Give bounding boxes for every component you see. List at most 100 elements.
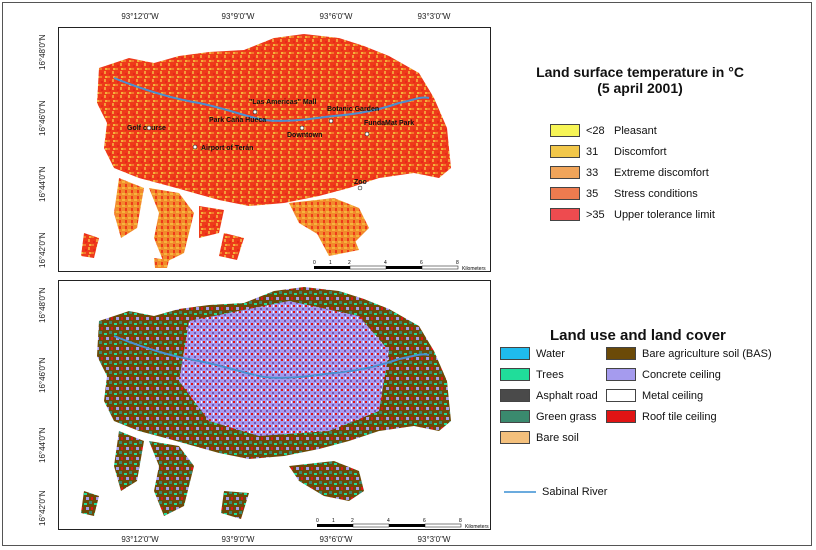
landuse-swatch — [606, 368, 636, 381]
river-line-icon — [504, 491, 536, 493]
landuse-legend-item: Bare soil — [500, 431, 579, 444]
scale-top-tick-1: 1 — [329, 260, 332, 266]
lat-label-top-1: 16°48'0"N — [38, 34, 47, 70]
lon-label-top-2: 93°9'0"W — [221, 12, 255, 21]
landuse-swatch — [500, 410, 530, 423]
lon-label-bottom-2: 93°9'0"W — [221, 535, 255, 544]
temperature-label: Upper tolerance limit — [614, 208, 715, 221]
landuse-legend-item: Water — [500, 347, 565, 360]
lat-label-bottom-2: 16°46'0"N — [38, 357, 47, 393]
landuse-map-svg: 0 1 2 4 6 8 Kilometers — [81, 287, 489, 530]
landuse-legend-item: Concrete ceiling — [606, 368, 721, 381]
temperature-map: Golf course Airport of Terán Park Caña H… — [58, 27, 491, 272]
landuse-legend-item: Asphalt road — [500, 389, 598, 402]
landuse-swatch — [606, 389, 636, 402]
temperature-legend-item: <28 Pleasant — [550, 124, 657, 137]
temperature-swatch — [550, 145, 580, 158]
temperature-label: Pleasant — [614, 124, 657, 137]
lon-label-top-1: 93°12'0"W — [121, 12, 159, 21]
place-downtown: Downtown — [287, 132, 322, 139]
lat-label-bottom-3: 16°44'0"N — [38, 427, 47, 463]
temperature-swatch — [550, 166, 580, 179]
scale-bottom-tick-4: 6 — [423, 518, 426, 524]
lat-label-top-2: 16°46'0"N — [38, 100, 47, 136]
scale-bar-bottom: 0 1 2 4 6 8 Kilometers — [316, 518, 489, 530]
lat-label-top-4: 16°42'0"N — [38, 232, 47, 268]
place-airport: Airport of Terán — [201, 145, 253, 152]
temperature-label: Extreme discomfort — [614, 166, 709, 179]
landuse-label: Asphalt road — [536, 389, 598, 402]
landuse-label: Trees — [536, 368, 564, 381]
scale-top-tick-0: 0 — [313, 260, 316, 266]
landuse-legend-item: Roof tile ceiling — [606, 410, 717, 423]
scale-top-tick-5: 8 — [456, 260, 459, 266]
temperature-legend-title: Land surface temperature in °C (5 april … — [515, 64, 765, 96]
temperature-value: 35 — [586, 187, 599, 200]
landuse-map: 0 1 2 4 6 8 Kilometers — [58, 280, 491, 530]
landuse-swatch — [500, 347, 530, 360]
place-zoo: Zoo — [354, 179, 367, 186]
sabinal-river-top — [113, 77, 430, 122]
temperature-swatch — [550, 208, 580, 221]
scale-bottom-tick-5: 8 — [459, 518, 462, 524]
place-park-cana-hueca: Park Caña Hueca — [209, 117, 266, 124]
landuse-swatch — [500, 368, 530, 381]
landuse-swatch — [500, 389, 530, 402]
lon-label-bottom-1: 93°12'0"W — [121, 535, 159, 544]
scale-top-unit: Kilometers — [462, 266, 486, 272]
temperature-legend-item: 31 Discomfort — [550, 145, 667, 158]
landuse-label: Roof tile ceiling — [642, 410, 717, 423]
lat-label-bottom-4: 16°42'0"N — [38, 490, 47, 526]
temperature-value: 31 — [586, 145, 599, 158]
landuse-label: Water — [536, 347, 565, 360]
sabinal-river-bottom — [113, 335, 430, 379]
landuse-legend-title: Land use and land cover — [550, 327, 726, 344]
scale-top-tick-2: 2 — [348, 260, 351, 266]
landuse-label: Green grass — [536, 410, 597, 423]
scale-top-tick-4: 6 — [420, 260, 423, 266]
place-golf-course: Golf course — [127, 125, 166, 132]
legend-item-river: Sabinal River — [504, 486, 607, 498]
temperature-value: 33 — [586, 166, 599, 179]
scale-bottom-unit: Kilometers — [465, 524, 489, 530]
temperature-legend-item: >35 Upper tolerance limit — [550, 208, 715, 221]
temperature-legend-title-line1: Land surface temperature in °C — [536, 64, 744, 80]
temperature-value: <28 — [586, 124, 605, 137]
landuse-label: Bare soil — [536, 431, 579, 444]
temperature-swatch — [550, 187, 580, 200]
place-fundamat-park: FundaMat Park — [364, 120, 414, 127]
landuse-swatch — [606, 410, 636, 423]
temperature-legend-item: 35 Stress conditions — [550, 187, 698, 200]
place-las-americas-mall: "Las Americas" Mall — [249, 99, 317, 106]
scale-bar-top: 0 1 2 4 6 8 Kilometers — [313, 260, 486, 272]
landuse-legend-item: Green grass — [500, 410, 597, 423]
landuse-urban-area — [81, 287, 451, 519]
scale-bottom-tick-2: 2 — [351, 518, 354, 524]
temperature-label: Stress conditions — [614, 187, 698, 200]
temperature-legend-title-line2: (5 april 2001) — [597, 80, 683, 96]
lon-label-bottom-4: 93°3'0"W — [417, 535, 451, 544]
temperature-urban-area — [81, 34, 451, 268]
lat-label-top-3: 16°44'0"N — [38, 166, 47, 202]
temperature-value: >35 — [586, 208, 605, 221]
scale-bottom-tick-0: 0 — [316, 518, 319, 524]
lon-label-top-3: 93°6'0"W — [319, 12, 353, 21]
scale-bottom-tick-3: 4 — [387, 518, 390, 524]
temperature-legend-item: 33 Extreme discomfort — [550, 166, 709, 179]
landuse-legend-item: Bare agriculture soil (BAS) — [606, 347, 772, 360]
landuse-label: Bare agriculture soil (BAS) — [642, 347, 772, 360]
lon-label-bottom-3: 93°6'0"W — [319, 535, 353, 544]
landuse-swatch — [500, 431, 530, 444]
temperature-label: Discomfort — [614, 145, 667, 158]
landuse-legend-item: Metal ceiling — [606, 389, 703, 402]
temperature-map-svg: Golf course Airport of Terán Park Caña H… — [81, 34, 486, 272]
landuse-swatch — [606, 347, 636, 360]
lat-label-bottom-1: 16°48'0"N — [38, 287, 47, 323]
place-botanic-garden: Botanic Garden — [327, 106, 379, 113]
scale-top-tick-3: 4 — [384, 260, 387, 266]
scale-bottom-tick-1: 1 — [332, 518, 335, 524]
landuse-legend-item: Trees — [500, 368, 564, 381]
landuse-label: Metal ceiling — [642, 389, 704, 402]
legend-label-river: Sabinal River — [542, 486, 608, 498]
